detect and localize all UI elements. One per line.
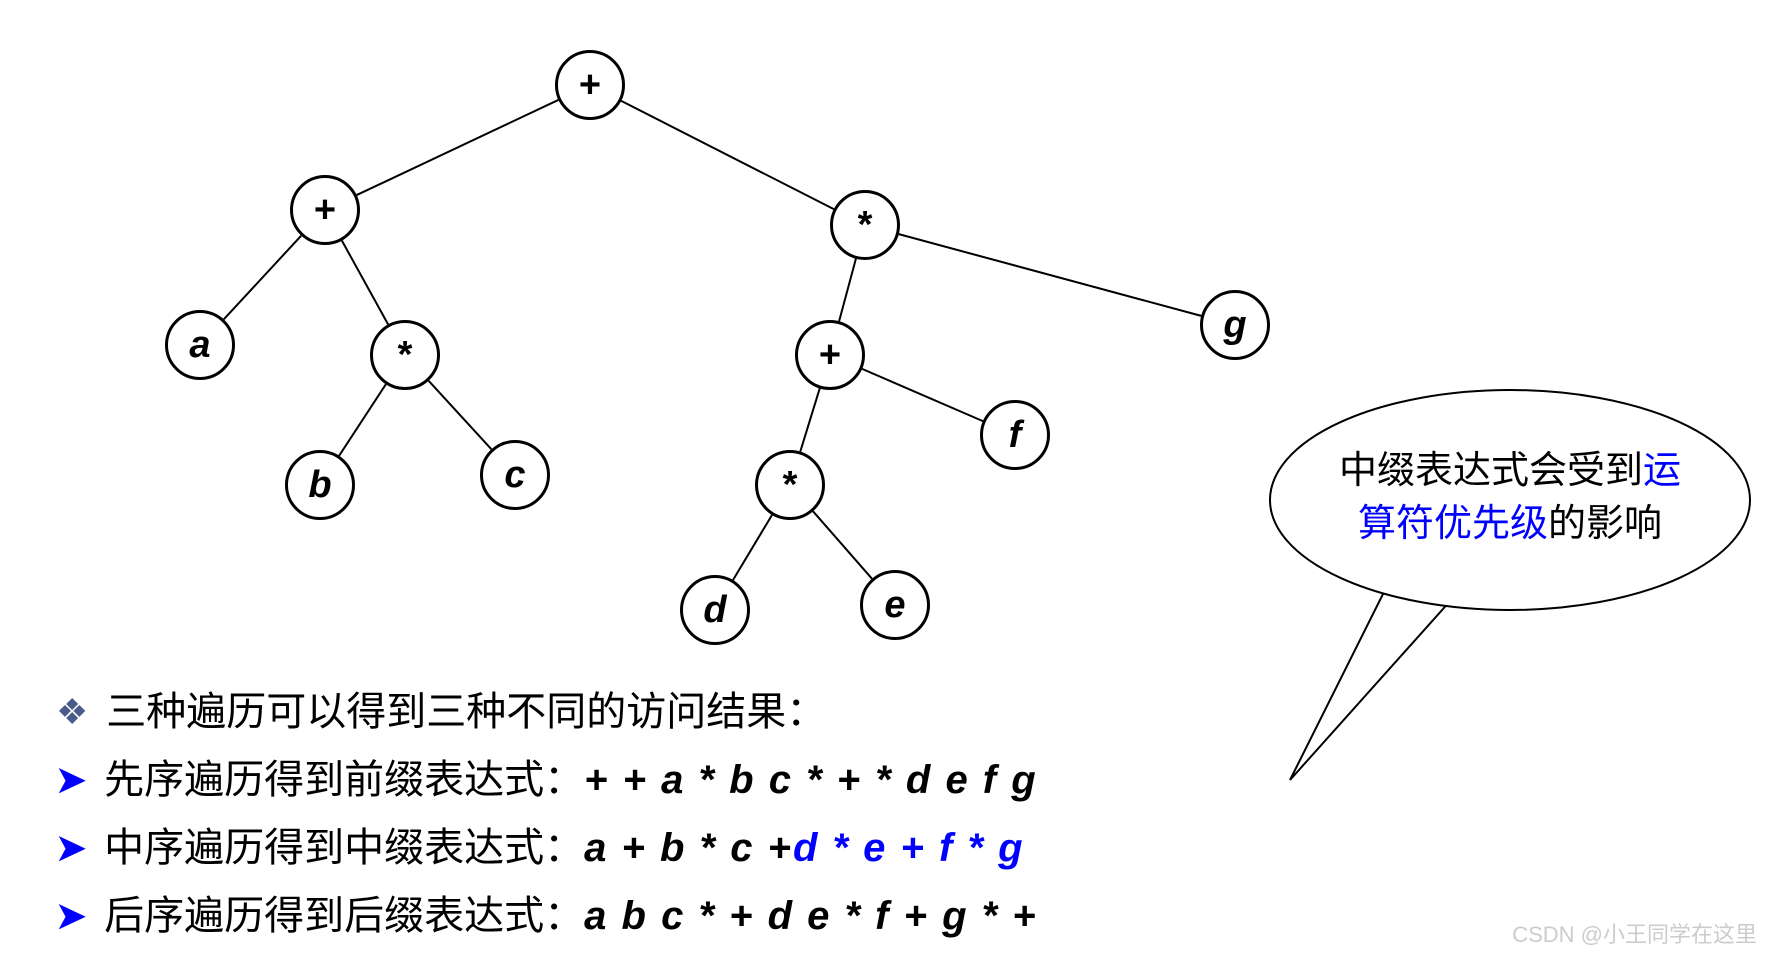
- heading-line: ❖ 三种遍历可以得到三种不同的访问结果：: [50, 680, 1038, 744]
- watermark: CSDN @小王同学在这里: [1512, 917, 1757, 949]
- preorder-label: 先序遍历得到前缀表达式：: [104, 748, 584, 812]
- preorder-expr: + + a * b c * + * d e f g: [584, 748, 1038, 812]
- tree-node-b: b: [285, 450, 355, 520]
- postorder-label: 后序遍历得到后缀表达式：: [104, 884, 584, 948]
- preorder-line: ➤ 先序遍历得到前缀表达式： + + a * b c * + * d e f g: [50, 748, 1038, 812]
- callout-text-after: 的影响: [1548, 503, 1662, 545]
- arrow-bullet-icon: ➤: [56, 819, 86, 877]
- callout-bubble: [1260, 380, 1760, 800]
- postorder-expr: a b c * + d e * f + g * +: [584, 884, 1038, 948]
- tree-node-g: g: [1200, 290, 1270, 360]
- tree-node-starR: *: [830, 190, 900, 260]
- tree-node-plusR: +: [795, 320, 865, 390]
- tree-node-plusL: +: [290, 175, 360, 245]
- arrow-bullet-icon: ➤: [56, 751, 86, 809]
- tree-node-starM: *: [755, 450, 825, 520]
- callout-text: 中缀表达式会受到运算符优先级的影响: [1320, 445, 1700, 551]
- tree-node-a: a: [165, 310, 235, 380]
- arrow-bullet-icon: ➤: [56, 887, 86, 945]
- diamond-bullet-icon: ❖: [56, 683, 88, 741]
- infix-note-callout: 中缀表达式会受到运算符优先级的影响: [1260, 380, 1760, 800]
- tree-node-c: c: [480, 440, 550, 510]
- inorder-label: 中序遍历得到中缀表达式：: [104, 816, 584, 880]
- tree-node-root: +: [555, 50, 625, 120]
- inorder-expr-blue: d * e + f * g: [793, 816, 1025, 880]
- tree-node-d: d: [680, 575, 750, 645]
- tree-node-starL: *: [370, 320, 440, 390]
- heading-text: 三种遍历可以得到三种不同的访问结果：: [106, 680, 826, 744]
- callout-text-before: 中缀表达式会受到: [1339, 450, 1643, 492]
- tree-node-e: e: [860, 570, 930, 640]
- inorder-expr-plain: a + b * c +: [584, 816, 793, 880]
- postorder-line: ➤ 后序遍历得到后缀表达式： a b c * + d e * f + g * +: [50, 884, 1038, 948]
- inorder-line: ➤ 中序遍历得到中缀表达式： a + b * c + d * e + f * g: [50, 816, 1038, 880]
- tree-node-f: f: [980, 400, 1050, 470]
- traversal-results: ❖ 三种遍历可以得到三种不同的访问结果： ➤ 先序遍历得到前缀表达式： + + …: [50, 680, 1038, 952]
